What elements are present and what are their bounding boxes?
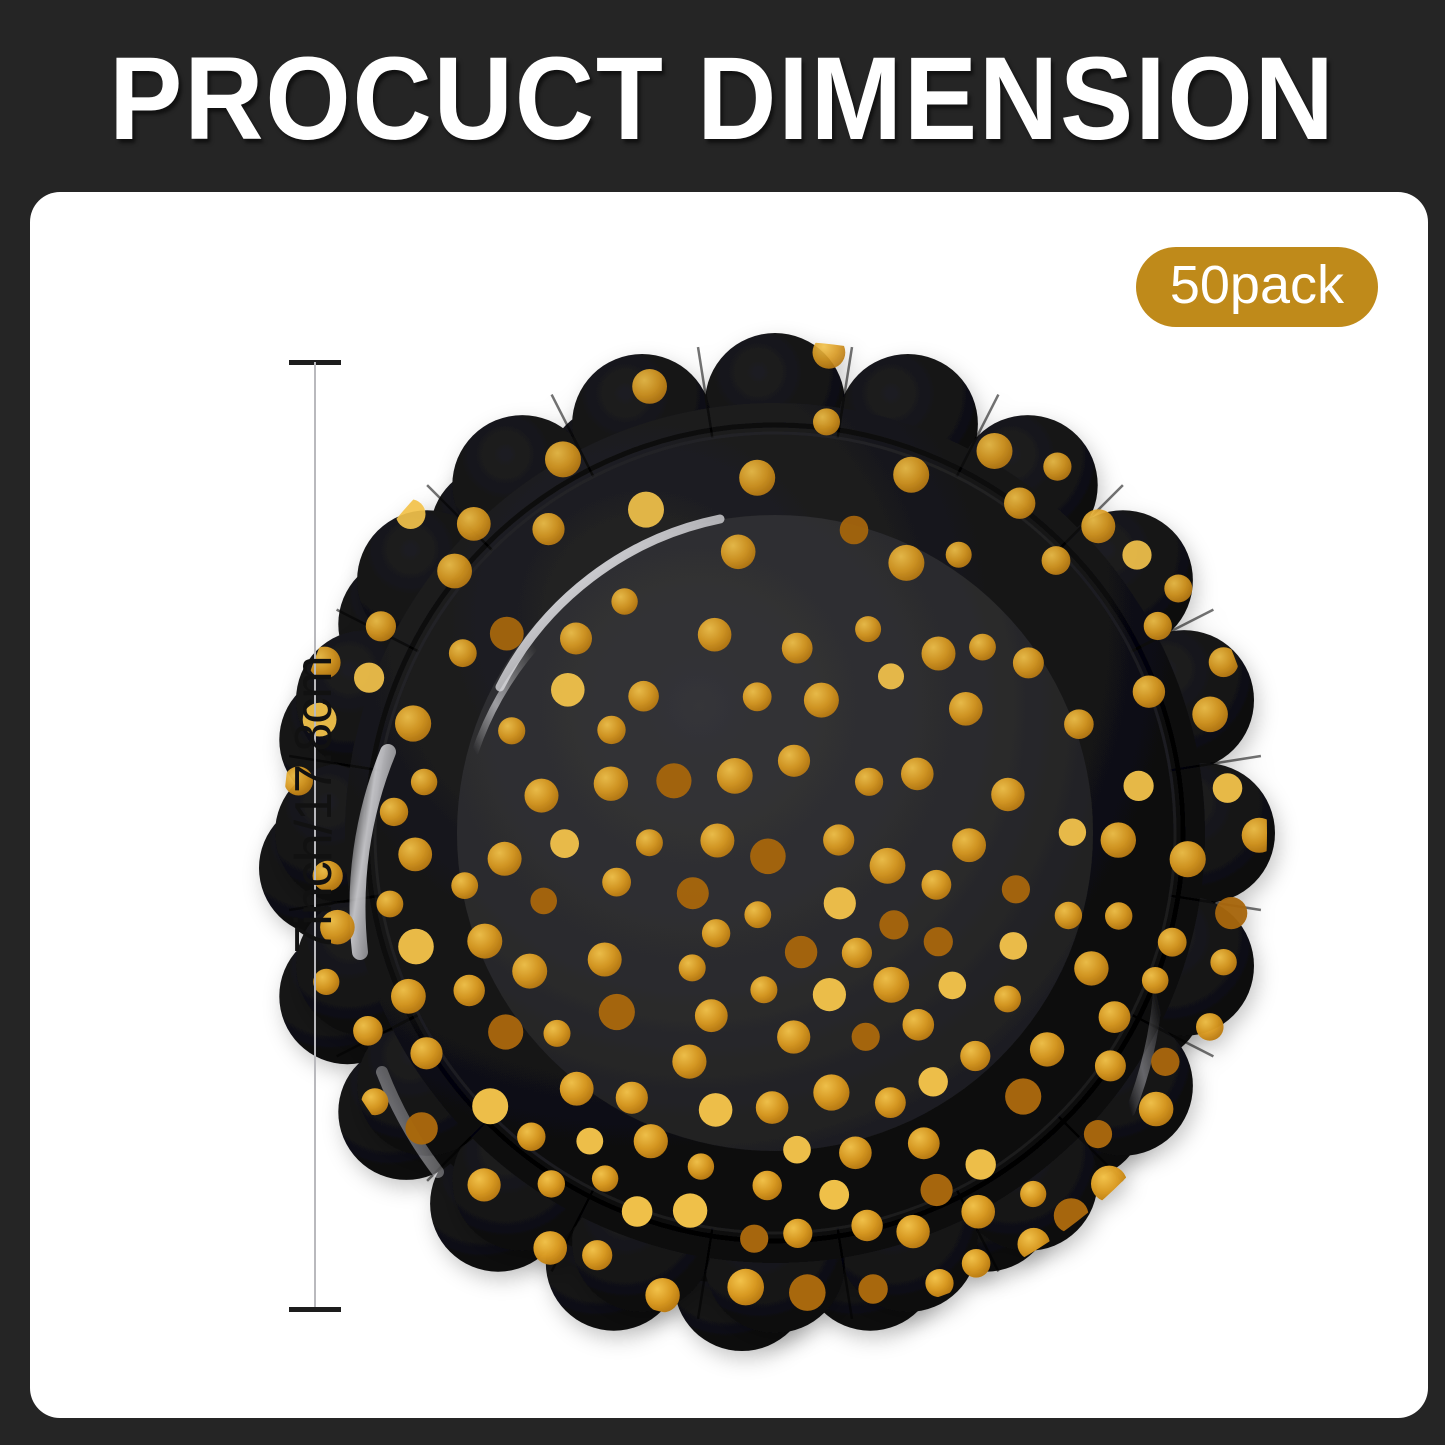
product-dimension-infographic: PROCUCT DIMENSION <box>0 0 1445 1445</box>
ruler-cap-bottom <box>289 1307 341 1312</box>
product-image-scalloped-plate <box>30 192 1428 1418</box>
page-title: PROCUCT DIMENSION <box>109 40 1336 158</box>
pack-count-badge: 50pack <box>1136 247 1378 327</box>
plate-front <box>275 333 1277 1333</box>
dimension-label: 7inch/17.8cm <box>284 625 344 985</box>
title-bar: PROCUCT DIMENSION <box>0 0 1445 192</box>
product-card: 50pack 7inch/17.8cm <box>30 192 1428 1418</box>
dimension-ruler: 7inch/17.8cm <box>284 360 346 1312</box>
